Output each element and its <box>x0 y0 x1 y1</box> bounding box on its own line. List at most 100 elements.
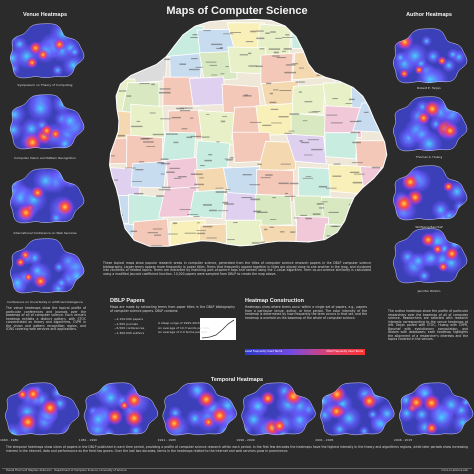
term-mark <box>262 124 272 126</box>
term-mark <box>365 52 376 54</box>
heat-spot <box>55 276 68 290</box>
heat-spot <box>65 265 85 287</box>
heatmap <box>241 382 316 435</box>
heat-spot <box>393 192 415 215</box>
term-mark <box>352 181 363 184</box>
term-mark <box>172 222 178 225</box>
term-mark <box>156 195 164 197</box>
term-mark <box>209 209 217 212</box>
heat-spot <box>202 415 215 429</box>
term-mark <box>136 249 148 250</box>
term-mark <box>190 36 198 39</box>
term-mark <box>223 33 234 35</box>
affiliation: Department of Computer Science, Universi… <box>54 468 127 472</box>
term-mark <box>244 94 248 96</box>
term-mark <box>242 174 252 176</box>
term-mark <box>113 64 122 67</box>
term-mark <box>265 32 270 34</box>
period-label: 2001 - 2005 <box>315 438 334 442</box>
term-mark <box>230 32 242 34</box>
heat-spot <box>98 385 124 411</box>
term-mark <box>176 107 185 110</box>
term-mark <box>233 222 238 224</box>
term-mark <box>249 184 261 186</box>
heat-spot <box>24 385 42 403</box>
term-mark <box>224 203 235 205</box>
term-mark <box>253 210 261 213</box>
heading: Heatmap Construction <box>245 298 304 304</box>
heatmap-outline <box>9 23 85 79</box>
term-mark <box>147 232 158 234</box>
term-mark <box>140 138 150 140</box>
paragraph: These topical maps show popular research… <box>103 261 371 276</box>
term-mark <box>178 176 187 178</box>
term-mark <box>206 114 210 115</box>
term-mark <box>158 91 171 94</box>
sparkline <box>201 319 235 339</box>
term-mark <box>271 122 282 124</box>
list-item: An average of 2.9 terms per title <box>158 330 208 335</box>
country <box>130 103 165 140</box>
heat-spot <box>123 407 145 429</box>
dblp-sparkline <box>200 318 236 340</box>
heat-spot <box>259 390 276 407</box>
term-mark <box>130 230 138 233</box>
term-mark <box>184 232 197 234</box>
legend-high: Most Frequently Used Terms <box>326 350 363 353</box>
sparkline-box <box>200 318 236 340</box>
term-mark <box>332 175 342 177</box>
caption: Robert E. Tarjan <box>417 86 441 90</box>
term-mark <box>245 41 254 43</box>
heat-spot <box>446 48 460 61</box>
heatmap <box>393 96 468 151</box>
heatmap-outline <box>162 382 237 436</box>
heatmap <box>393 165 468 220</box>
term-mark <box>356 217 368 219</box>
heat-spot <box>414 64 425 75</box>
heatmap <box>10 23 85 78</box>
term-mark <box>269 92 273 95</box>
country <box>327 164 366 195</box>
term-mark <box>284 192 288 194</box>
term-mark <box>209 64 217 66</box>
term-mark <box>256 211 268 213</box>
heat-spot <box>420 35 433 47</box>
term-mark <box>366 229 377 232</box>
term-mark <box>159 31 163 33</box>
heat-spot <box>444 245 460 262</box>
term-mark <box>363 111 369 113</box>
term-mark <box>272 197 276 199</box>
heatmap-outline <box>398 382 474 436</box>
paragraph: The temporal heatmaps show slices of pap… <box>6 445 468 453</box>
heatmap-outline <box>320 382 395 436</box>
term-mark <box>110 234 116 236</box>
country <box>285 133 327 165</box>
term-mark <box>279 231 285 233</box>
heading: Temporal Heatmaps <box>210 377 264 383</box>
heatmap <box>10 168 85 223</box>
country <box>324 132 358 160</box>
term-mark <box>333 225 345 227</box>
country <box>225 219 262 247</box>
heading: Venue Heatmaps <box>22 12 68 18</box>
term-mark <box>371 166 381 169</box>
heat-spot <box>441 122 459 140</box>
term-mark <box>270 108 279 110</box>
heat-spot <box>86 407 111 432</box>
term-mark <box>303 255 315 256</box>
term-mark <box>155 247 162 248</box>
term-mark <box>256 37 265 40</box>
heatmap-outline <box>4 382 80 436</box>
term-mark <box>308 54 320 56</box>
heatmap <box>5 382 80 435</box>
term-mark <box>160 158 169 160</box>
term-mark <box>326 45 337 48</box>
term-mark <box>302 177 314 179</box>
term-mark <box>316 74 322 76</box>
heat-spot <box>164 414 184 433</box>
term-mark <box>256 30 264 32</box>
term-mark <box>197 232 206 235</box>
term-mark <box>284 71 297 74</box>
term-mark <box>226 159 233 161</box>
term-mark <box>136 120 141 122</box>
